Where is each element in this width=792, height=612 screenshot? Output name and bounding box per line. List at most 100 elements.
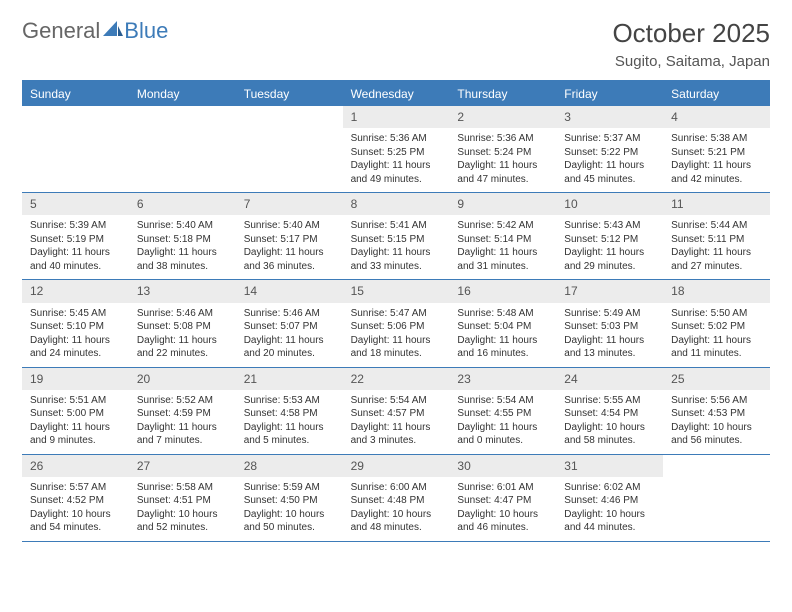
day-details: Sunrise: 5:47 AMSunset: 5:06 PMDaylight:… bbox=[343, 303, 450, 367]
day-number: 31 bbox=[556, 455, 663, 477]
day-header-sunday: Sunday bbox=[22, 82, 129, 106]
day-details: Sunrise: 5:39 AMSunset: 5:19 PMDaylight:… bbox=[22, 215, 129, 279]
day-details: Sunrise: 5:54 AMSunset: 4:57 PMDaylight:… bbox=[343, 390, 450, 454]
day-number: 8 bbox=[343, 193, 450, 215]
day-number: 30 bbox=[449, 455, 556, 477]
day-number: 7 bbox=[236, 193, 343, 215]
day-number: 18 bbox=[663, 280, 770, 302]
calendar-cell: 6Sunrise: 5:40 AMSunset: 5:18 PMDaylight… bbox=[129, 193, 236, 279]
day-number: 16 bbox=[449, 280, 556, 302]
calendar-cell: 13Sunrise: 5:46 AMSunset: 5:08 PMDayligh… bbox=[129, 280, 236, 366]
calendar-cell: 27Sunrise: 5:58 AMSunset: 4:51 PMDayligh… bbox=[129, 455, 236, 541]
day-number: 29 bbox=[343, 455, 450, 477]
day-number: 25 bbox=[663, 368, 770, 390]
calendar-cell: 19Sunrise: 5:51 AMSunset: 5:00 PMDayligh… bbox=[22, 368, 129, 454]
day-number: 14 bbox=[236, 280, 343, 302]
calendar-cell: 5Sunrise: 5:39 AMSunset: 5:19 PMDaylight… bbox=[22, 193, 129, 279]
day-number: 20 bbox=[129, 368, 236, 390]
day-header-wednesday: Wednesday bbox=[343, 82, 450, 106]
day-details: Sunrise: 5:50 AMSunset: 5:02 PMDaylight:… bbox=[663, 303, 770, 367]
day-details: Sunrise: 6:00 AMSunset: 4:48 PMDaylight:… bbox=[343, 477, 450, 541]
month-title: October 2025 bbox=[612, 18, 770, 49]
calendar-cell: 11Sunrise: 5:44 AMSunset: 5:11 PMDayligh… bbox=[663, 193, 770, 279]
day-header-thursday: Thursday bbox=[449, 82, 556, 106]
calendar-cell: 29Sunrise: 6:00 AMSunset: 4:48 PMDayligh… bbox=[343, 455, 450, 541]
day-details: Sunrise: 5:58 AMSunset: 4:51 PMDaylight:… bbox=[129, 477, 236, 541]
title-block: October 2025 Sugito, Saitama, Japan bbox=[612, 18, 770, 70]
calendar-cell: 17Sunrise: 5:49 AMSunset: 5:03 PMDayligh… bbox=[556, 280, 663, 366]
day-number: 22 bbox=[343, 368, 450, 390]
calendar-cell: 14Sunrise: 5:46 AMSunset: 5:07 PMDayligh… bbox=[236, 280, 343, 366]
day-details: Sunrise: 5:40 AMSunset: 5:17 PMDaylight:… bbox=[236, 215, 343, 279]
day-number: 1 bbox=[343, 106, 450, 128]
day-header-tuesday: Tuesday bbox=[236, 82, 343, 106]
day-details: Sunrise: 5:37 AMSunset: 5:22 PMDaylight:… bbox=[556, 128, 663, 192]
logo-text-1: General bbox=[22, 18, 100, 44]
calendar-cell: 12Sunrise: 5:45 AMSunset: 5:10 PMDayligh… bbox=[22, 280, 129, 366]
calendar-cell: 2Sunrise: 5:36 AMSunset: 5:24 PMDaylight… bbox=[449, 106, 556, 192]
day-details: Sunrise: 5:49 AMSunset: 5:03 PMDaylight:… bbox=[556, 303, 663, 367]
calendar-cell: 21Sunrise: 5:53 AMSunset: 4:58 PMDayligh… bbox=[236, 368, 343, 454]
day-number: 12 bbox=[22, 280, 129, 302]
logo-sail-icon bbox=[102, 18, 124, 44]
day-details: Sunrise: 5:36 AMSunset: 5:24 PMDaylight:… bbox=[449, 128, 556, 192]
day-details: Sunrise: 5:38 AMSunset: 5:21 PMDaylight:… bbox=[663, 128, 770, 192]
day-details: Sunrise: 6:02 AMSunset: 4:46 PMDaylight:… bbox=[556, 477, 663, 541]
day-number: 26 bbox=[22, 455, 129, 477]
header: General Blue October 2025 Sugito, Saitam… bbox=[22, 18, 770, 70]
day-number: 17 bbox=[556, 280, 663, 302]
day-header-saturday: Saturday bbox=[663, 82, 770, 106]
day-details: Sunrise: 5:57 AMSunset: 4:52 PMDaylight:… bbox=[22, 477, 129, 541]
calendar-cell: 0. bbox=[236, 106, 343, 192]
day-details: Sunrise: 5:51 AMSunset: 5:00 PMDaylight:… bbox=[22, 390, 129, 454]
week-row: 26Sunrise: 5:57 AMSunset: 4:52 PMDayligh… bbox=[22, 455, 770, 542]
day-details: Sunrise: 5:53 AMSunset: 4:58 PMDaylight:… bbox=[236, 390, 343, 454]
calendar-cell: 15Sunrise: 5:47 AMSunset: 5:06 PMDayligh… bbox=[343, 280, 450, 366]
day-details: Sunrise: 5:44 AMSunset: 5:11 PMDaylight:… bbox=[663, 215, 770, 279]
day-header-row: SundayMondayTuesdayWednesdayThursdayFrid… bbox=[22, 82, 770, 106]
day-details: Sunrise: 5:52 AMSunset: 4:59 PMDaylight:… bbox=[129, 390, 236, 454]
day-details: Sunrise: 5:46 AMSunset: 5:07 PMDaylight:… bbox=[236, 303, 343, 367]
day-details: Sunrise: 5:41 AMSunset: 5:15 PMDaylight:… bbox=[343, 215, 450, 279]
calendar-cell: 22Sunrise: 5:54 AMSunset: 4:57 PMDayligh… bbox=[343, 368, 450, 454]
logo: General Blue bbox=[22, 18, 168, 44]
day-number: 28 bbox=[236, 455, 343, 477]
day-number: 11 bbox=[663, 193, 770, 215]
day-details: Sunrise: 5:59 AMSunset: 4:50 PMDaylight:… bbox=[236, 477, 343, 541]
day-details: Sunrise: 5:55 AMSunset: 4:54 PMDaylight:… bbox=[556, 390, 663, 454]
day-details: Sunrise: 5:42 AMSunset: 5:14 PMDaylight:… bbox=[449, 215, 556, 279]
calendar-cell: 0. bbox=[22, 106, 129, 192]
day-number: 6 bbox=[129, 193, 236, 215]
day-details: Sunrise: 5:40 AMSunset: 5:18 PMDaylight:… bbox=[129, 215, 236, 279]
calendar-cell: 9Sunrise: 5:42 AMSunset: 5:14 PMDaylight… bbox=[449, 193, 556, 279]
calendar-cell: 10Sunrise: 5:43 AMSunset: 5:12 PMDayligh… bbox=[556, 193, 663, 279]
calendar-cell: 24Sunrise: 5:55 AMSunset: 4:54 PMDayligh… bbox=[556, 368, 663, 454]
calendar-cell: 25Sunrise: 5:56 AMSunset: 4:53 PMDayligh… bbox=[663, 368, 770, 454]
day-number: 15 bbox=[343, 280, 450, 302]
day-header-friday: Friday bbox=[556, 82, 663, 106]
day-details: Sunrise: 5:46 AMSunset: 5:08 PMDaylight:… bbox=[129, 303, 236, 367]
day-details: Sunrise: 5:45 AMSunset: 5:10 PMDaylight:… bbox=[22, 303, 129, 367]
calendar-cell: 31Sunrise: 6:02 AMSunset: 4:46 PMDayligh… bbox=[556, 455, 663, 541]
day-details: Sunrise: 5:43 AMSunset: 5:12 PMDaylight:… bbox=[556, 215, 663, 279]
calendar-cell: 3Sunrise: 5:37 AMSunset: 5:22 PMDaylight… bbox=[556, 106, 663, 192]
day-details: Sunrise: 5:36 AMSunset: 5:25 PMDaylight:… bbox=[343, 128, 450, 192]
day-number: 2 bbox=[449, 106, 556, 128]
location: Sugito, Saitama, Japan bbox=[612, 53, 770, 70]
calendar-cell: 30Sunrise: 6:01 AMSunset: 4:47 PMDayligh… bbox=[449, 455, 556, 541]
day-number: 10 bbox=[556, 193, 663, 215]
day-details: Sunrise: 5:56 AMSunset: 4:53 PMDaylight:… bbox=[663, 390, 770, 454]
day-number: 13 bbox=[129, 280, 236, 302]
day-number: 4 bbox=[663, 106, 770, 128]
day-number: 9 bbox=[449, 193, 556, 215]
logo-text-2: Blue bbox=[124, 18, 168, 44]
calendar-cell: 20Sunrise: 5:52 AMSunset: 4:59 PMDayligh… bbox=[129, 368, 236, 454]
calendar-cell: 26Sunrise: 5:57 AMSunset: 4:52 PMDayligh… bbox=[22, 455, 129, 541]
calendar-cell: 0. bbox=[129, 106, 236, 192]
calendar-cell: 7Sunrise: 5:40 AMSunset: 5:17 PMDaylight… bbox=[236, 193, 343, 279]
calendar-cell: 18Sunrise: 5:50 AMSunset: 5:02 PMDayligh… bbox=[663, 280, 770, 366]
day-header-monday: Monday bbox=[129, 82, 236, 106]
day-details: Sunrise: 6:01 AMSunset: 4:47 PMDaylight:… bbox=[449, 477, 556, 541]
calendar-cell: 4Sunrise: 5:38 AMSunset: 5:21 PMDaylight… bbox=[663, 106, 770, 192]
week-row: 12Sunrise: 5:45 AMSunset: 5:10 PMDayligh… bbox=[22, 280, 770, 367]
